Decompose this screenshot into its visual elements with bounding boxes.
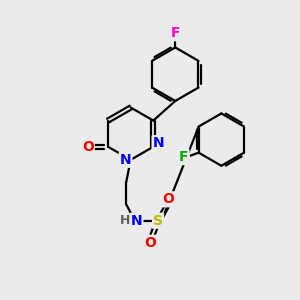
Text: S: S (153, 214, 163, 228)
Text: O: O (144, 236, 156, 250)
Text: F: F (170, 26, 180, 40)
Text: N: N (120, 153, 131, 167)
Text: H: H (120, 214, 130, 227)
Text: O: O (163, 192, 174, 206)
Text: O: O (82, 140, 94, 154)
Text: F: F (179, 150, 189, 164)
Text: N: N (131, 214, 142, 228)
Text: N: N (153, 136, 164, 150)
